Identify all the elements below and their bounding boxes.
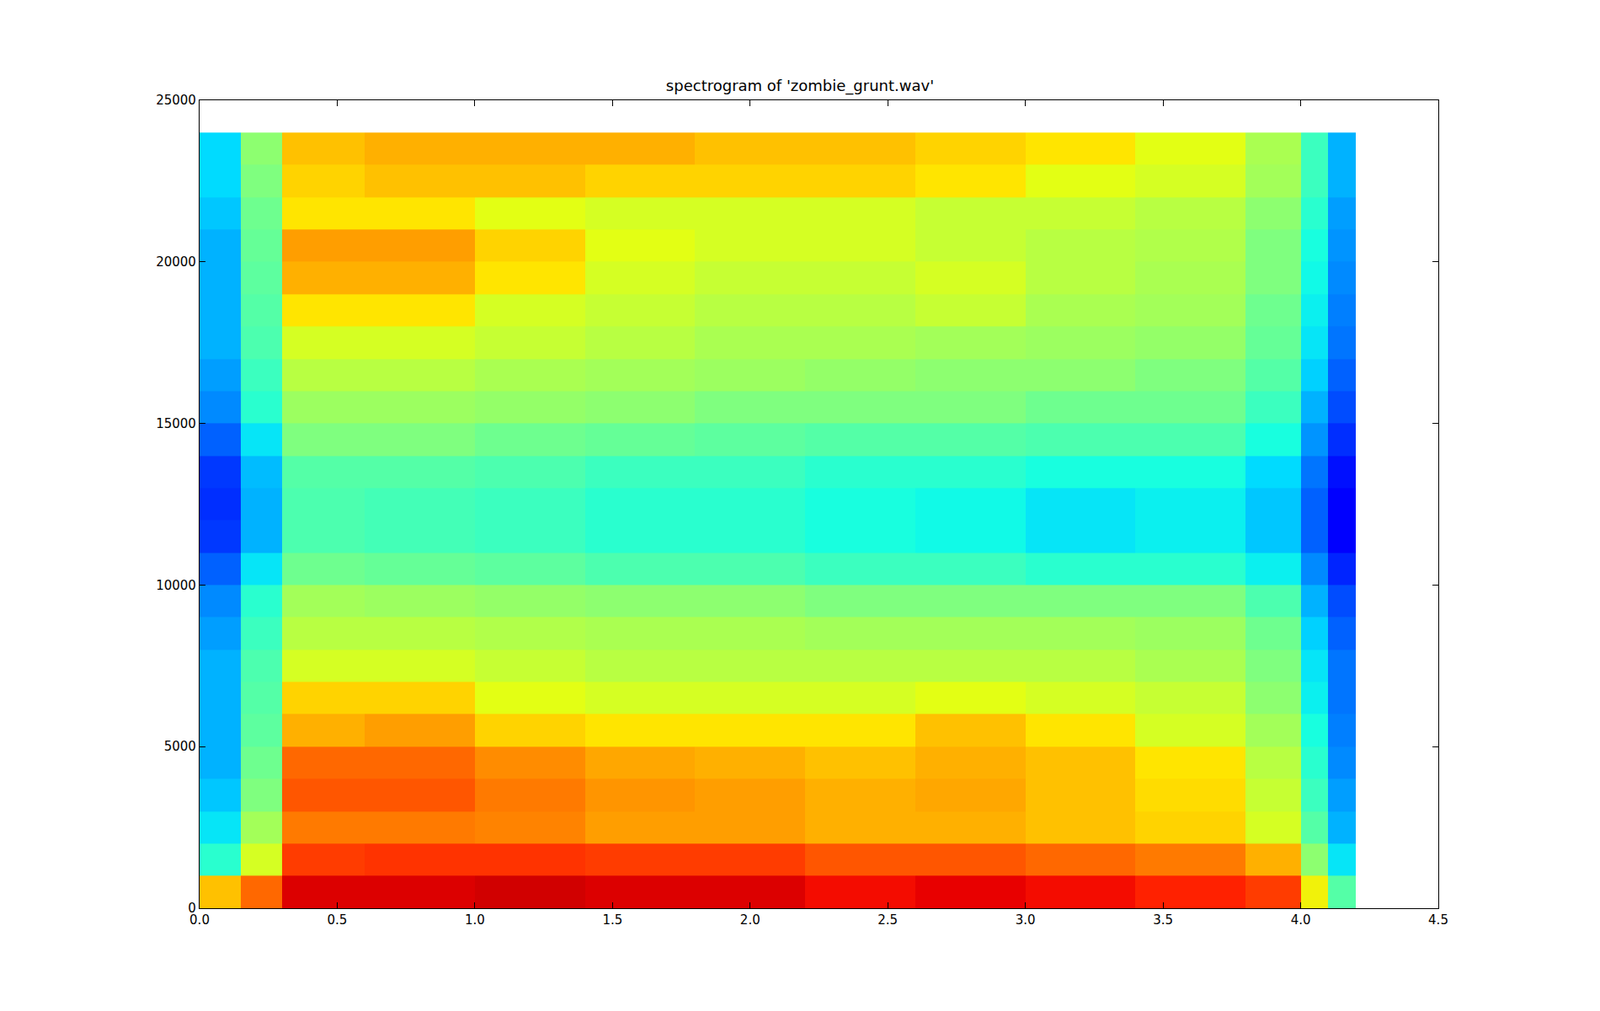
svg-text:2.0: 2.0: [740, 912, 761, 928]
svg-text:3.5: 3.5: [1152, 912, 1174, 928]
svg-text:1.0: 1.0: [464, 912, 486, 928]
svg-text:4.5: 4.5: [1428, 912, 1449, 928]
svg-text:5000: 5000: [164, 738, 197, 754]
svg-text:1.5: 1.5: [602, 912, 623, 928]
svg-text:0: 0: [187, 900, 197, 916]
svg-text:3.0: 3.0: [1015, 912, 1036, 928]
svg-text:4.0: 4.0: [1290, 912, 1312, 928]
svg-text:spectrogram of 'zombie_grunt.w: spectrogram of 'zombie_grunt.wav': [666, 76, 934, 96]
svg-text:0.0: 0.0: [189, 912, 210, 928]
svg-text:25000: 25000: [155, 92, 197, 108]
svg-text:0.5: 0.5: [327, 912, 348, 928]
svg-text:20000: 20000: [155, 254, 197, 270]
svg-text:2.5: 2.5: [877, 912, 898, 928]
svg-text:15000: 15000: [155, 416, 197, 432]
svg-text:10000: 10000: [155, 577, 197, 593]
